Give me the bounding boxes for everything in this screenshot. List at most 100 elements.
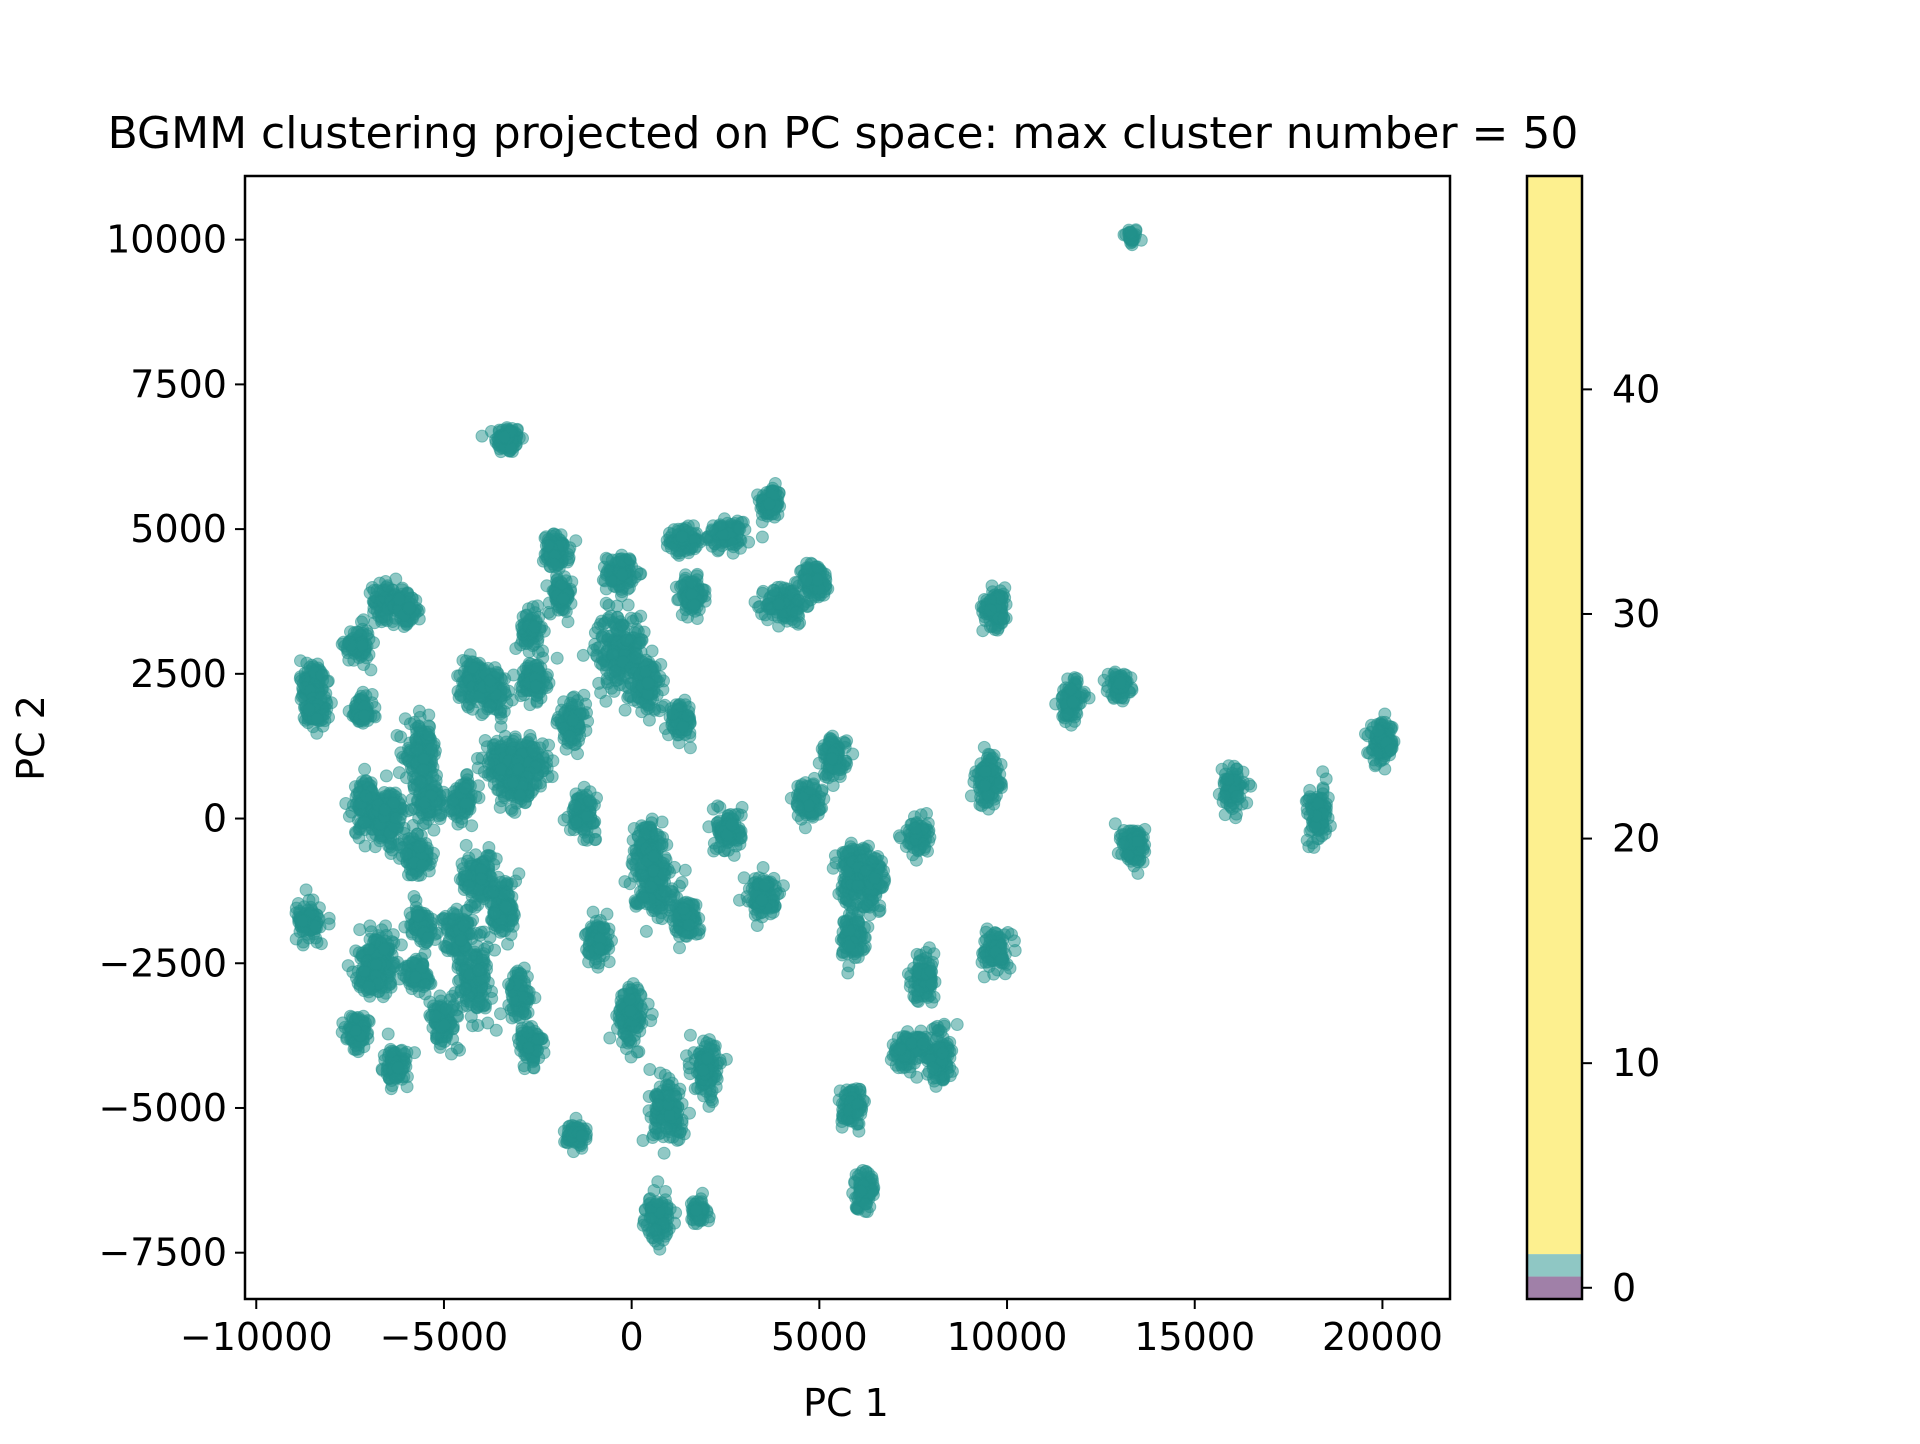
scatter-point: [390, 729, 404, 742]
scatter-point: [531, 645, 545, 659]
scatter-point: [762, 497, 776, 511]
scatter-point: [675, 530, 689, 544]
scatter-point: [811, 573, 824, 587]
scatter-point: [678, 693, 692, 707]
scatter-point: [519, 609, 533, 623]
scatter-point: [403, 717, 417, 731]
cluster-2: [751, 477, 787, 544]
scatter-point: [813, 802, 827, 816]
scatter-point: [772, 597, 786, 611]
scatter-point: [427, 823, 441, 837]
scatter-point: [478, 734, 492, 747]
scatter-point: [705, 523, 719, 537]
scatter-point: [569, 787, 583, 801]
scatter-point: [563, 729, 577, 743]
scatter-point: [302, 703, 316, 717]
cluster-34: [812, 729, 860, 792]
cluster-11: [974, 579, 1013, 638]
scatter-point: [358, 762, 372, 776]
scatter-point: [559, 605, 573, 619]
scatter-point: [577, 833, 591, 847]
scatter-point: [412, 704, 426, 718]
scatter-point: [615, 589, 628, 603]
cluster-39: [439, 768, 483, 833]
scatter-point: [483, 700, 497, 714]
scatter-point: [798, 587, 812, 601]
scatter-point: [1113, 676, 1127, 690]
scatter-point: [619, 633, 633, 647]
scatter-point: [402, 601, 416, 615]
scatter-point: [766, 583, 780, 597]
scatter-point: [685, 575, 699, 589]
scatter-point: [513, 788, 527, 802]
scatter-point: [359, 789, 373, 803]
scatter-point: [506, 775, 520, 789]
scatter-point: [566, 713, 580, 727]
scatter-point: [577, 688, 591, 702]
scatter-point: [629, 651, 642, 665]
scatter-point: [618, 703, 632, 717]
scatter-point: [967, 775, 981, 789]
scatter-point: [383, 840, 397, 854]
scatter-point: [756, 586, 770, 600]
scatter-point: [568, 799, 582, 813]
scatter-point: [466, 702, 480, 716]
scatter-point: [497, 430, 511, 444]
scatter-point: [589, 832, 603, 846]
scatter-point: [424, 742, 438, 756]
cluster-43: [892, 807, 937, 867]
scatter-point: [610, 610, 624, 624]
scatter-point: [526, 744, 540, 758]
cluster-44: [702, 799, 749, 862]
scatter-point: [601, 629, 615, 643]
scatter-point: [459, 797, 473, 810]
scatter-point: [392, 592, 406, 606]
scatter-point: [688, 542, 701, 556]
cluster-28: [1359, 707, 1401, 776]
scatter-point: [1370, 746, 1384, 760]
scatter-point: [422, 728, 435, 742]
scatter-point: [832, 763, 846, 777]
scatter-point: [541, 539, 555, 553]
scatter-point: [494, 794, 508, 808]
scatter-point: [601, 564, 615, 578]
scatter-point: [490, 665, 504, 679]
chart-title: BGMM clustering projected on PC space: m…: [108, 108, 1579, 159]
scatter-point: [321, 674, 335, 688]
scatter-point: [1064, 682, 1078, 696]
scatter-point: [920, 807, 933, 820]
scatter-points: [289, 223, 1401, 1256]
scatter-point: [592, 676, 606, 690]
scatter-point: [358, 816, 372, 830]
scatter-point: [389, 811, 403, 825]
scatter-point: [755, 515, 769, 529]
cluster-8: [669, 567, 712, 625]
scatter-point: [629, 612, 643, 626]
scatter-point: [294, 654, 307, 668]
scatter-point: [666, 707, 680, 721]
scatter-point: [918, 840, 932, 854]
scatter-point: [1061, 707, 1075, 721]
cluster-35: [964, 740, 1008, 816]
scatter-point: [355, 638, 369, 652]
scatter-point: [698, 583, 712, 597]
cluster-36: [1212, 759, 1258, 825]
scatter-point: [630, 565, 644, 579]
scatter-point: [811, 560, 825, 574]
scatter-point: [392, 766, 406, 780]
scatter-point: [451, 817, 465, 831]
scatter-point: [997, 612, 1011, 625]
cluster-40: [557, 780, 603, 847]
scatter-point: [641, 676, 655, 690]
scatter-point: [752, 600, 766, 614]
scatter-point: [458, 781, 472, 795]
scatter-point: [978, 778, 992, 792]
cluster-25: [342, 685, 382, 730]
scatter-point: [1319, 772, 1333, 786]
scatter-point: [687, 598, 701, 612]
scatter-point: [790, 605, 804, 619]
scatter-point: [542, 738, 556, 752]
scatter-point: [459, 654, 473, 668]
scatter-point: [909, 821, 922, 835]
